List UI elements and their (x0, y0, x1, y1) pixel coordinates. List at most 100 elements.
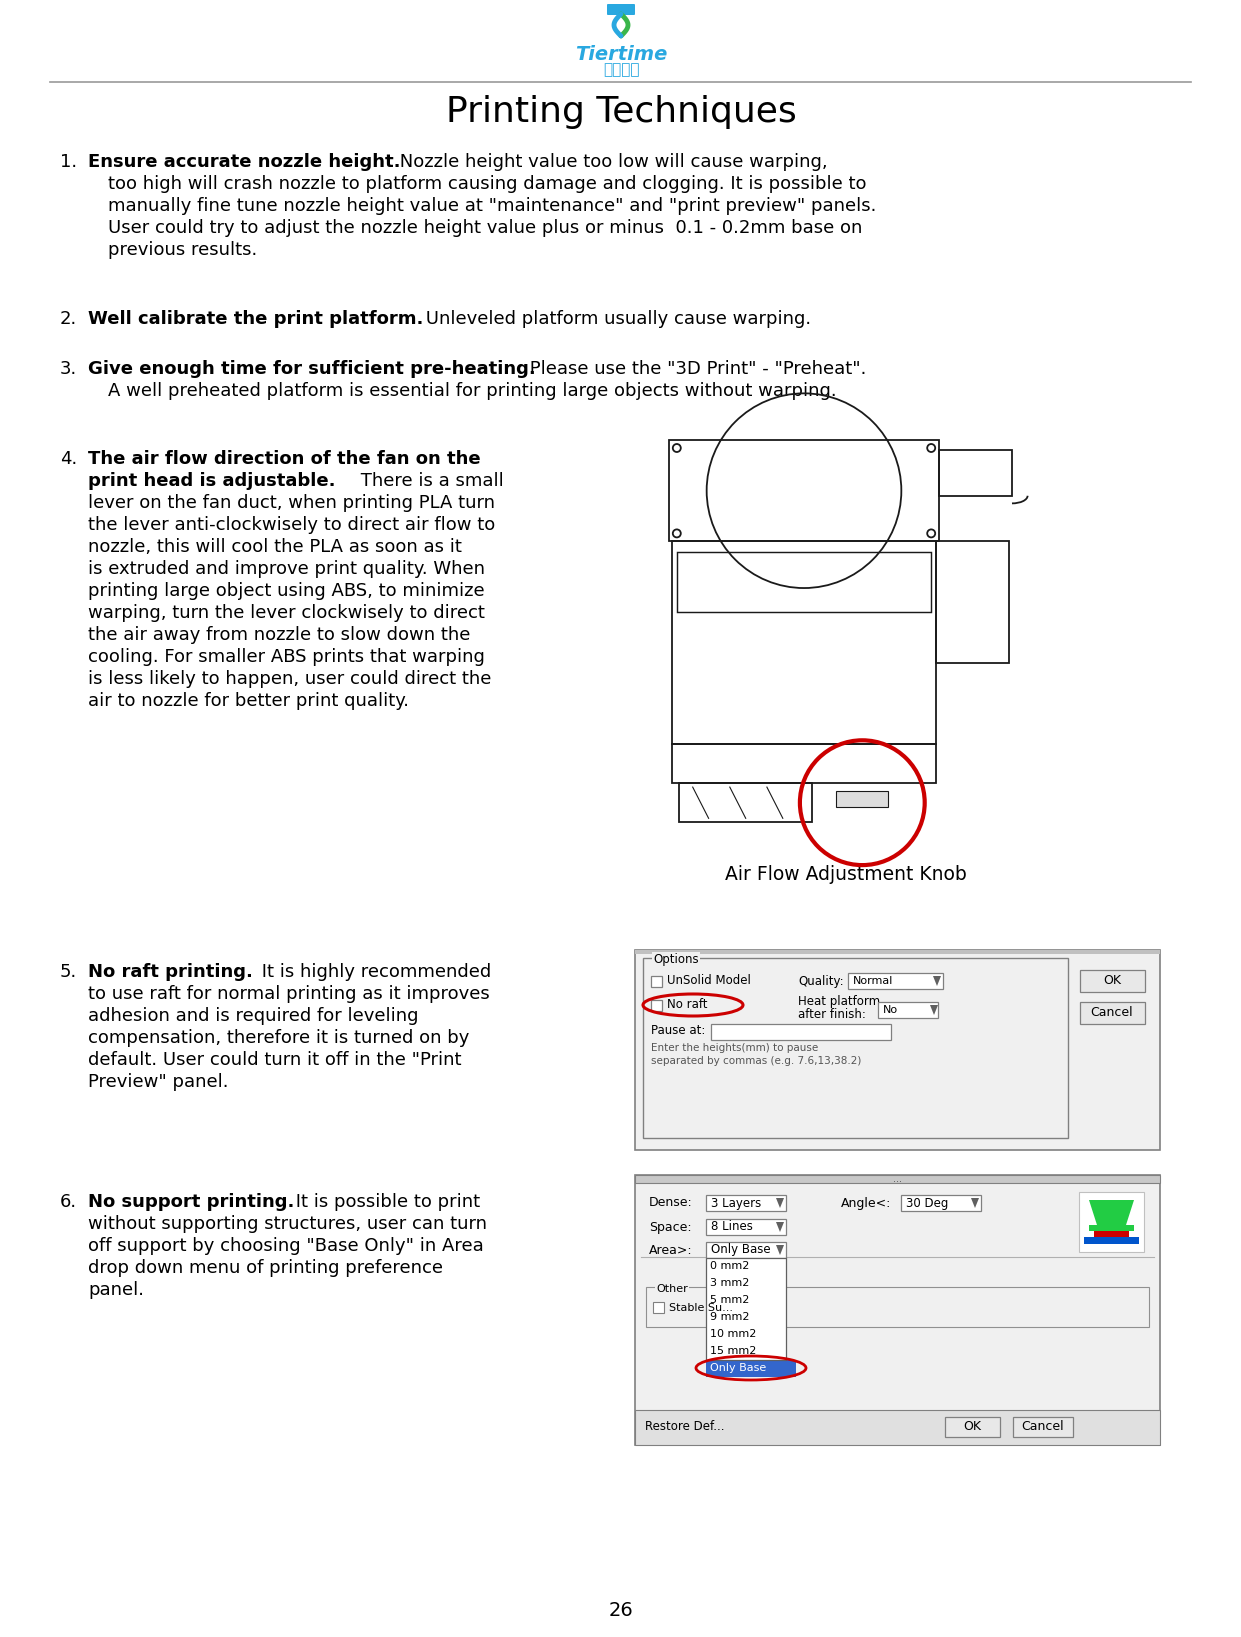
Text: User could try to adjust the nozzle height value plus or minus  0.1 - 0.2mm base: User could try to adjust the nozzle heig… (108, 219, 862, 237)
Text: default. User could turn it off in the "Print: default. User could turn it off in the "… (88, 1051, 462, 1069)
Bar (635, 1409, 1160, 1445)
FancyBboxPatch shape (607, 3, 635, 15)
Bar (901, 1195, 980, 1211)
Text: ...: ... (892, 1174, 901, 1184)
Bar (706, 1195, 786, 1211)
Bar (706, 1220, 786, 1234)
Text: Angle<:: Angle<: (841, 1197, 891, 1210)
Text: to use raft for normal printing as it improves: to use raft for normal printing as it im… (88, 985, 490, 1003)
Text: Tiertime: Tiertime (575, 44, 668, 64)
Text: 1.: 1. (60, 152, 77, 170)
Bar (877, 1002, 938, 1018)
Text: OK: OK (963, 1421, 980, 1434)
Text: 0 mm2: 0 mm2 (710, 1260, 750, 1270)
Bar (706, 1257, 786, 1360)
Bar (706, 1342, 786, 1360)
Circle shape (927, 529, 936, 537)
Text: Cancel: Cancel (1091, 1007, 1133, 1020)
Text: nozzle, this will cool the PLA as soon as it: nozzle, this will cool the PLA as soon a… (88, 539, 462, 557)
Bar (706, 1310, 786, 1326)
Bar (671, 745, 937, 782)
Bar (669, 440, 939, 542)
Bar (937, 542, 1009, 663)
Text: Normal: Normal (853, 976, 894, 985)
Text: 26: 26 (608, 1601, 633, 1619)
Text: the lever anti-clockwisely to direct air flow to: the lever anti-clockwisely to direct air… (88, 516, 495, 534)
Text: 2.: 2. (60, 309, 77, 327)
Bar (680, 782, 812, 822)
Text: 5.: 5. (60, 963, 77, 981)
Text: 9 mm2: 9 mm2 (710, 1311, 750, 1323)
Bar (676, 552, 932, 612)
Text: Well calibrate the print platform.: Well calibrate the print platform. (88, 309, 423, 327)
Text: print head is adjustable.: print head is adjustable. (88, 471, 335, 489)
Text: previous results.: previous results. (108, 241, 257, 259)
Text: 5 mm2: 5 mm2 (710, 1295, 750, 1305)
Text: off support by choosing "Base Only" in Area: off support by choosing "Base Only" in A… (88, 1238, 484, 1256)
Polygon shape (776, 1221, 784, 1233)
Text: 3.: 3. (60, 360, 77, 378)
Text: Other: Other (656, 1283, 688, 1293)
Bar (635, 949, 1160, 954)
Bar (706, 1275, 786, 1292)
Bar (944, 1418, 1000, 1437)
Bar (1080, 971, 1145, 992)
Circle shape (673, 444, 681, 452)
Text: the air away from nozzle to slow down the: the air away from nozzle to slow down th… (88, 625, 470, 643)
Polygon shape (1090, 1200, 1134, 1231)
Text: OK: OK (1103, 974, 1121, 987)
Text: warping, turn the lever clockwisely to direct: warping, turn the lever clockwisely to d… (88, 604, 485, 622)
Bar (711, 1025, 891, 1039)
Text: Pause at:: Pause at: (652, 1025, 705, 1038)
Text: No raft printing.: No raft printing. (88, 963, 253, 981)
Text: Printing Techniques: Printing Techniques (446, 95, 797, 129)
Bar (706, 1360, 795, 1377)
Text: 8 Lines: 8 Lines (711, 1221, 753, 1234)
Text: 4.: 4. (60, 450, 77, 468)
Polygon shape (933, 976, 941, 985)
Text: Restore Def...: Restore Def... (645, 1421, 725, 1434)
Bar (647, 1287, 1149, 1328)
Bar (1083, 1238, 1139, 1244)
Bar (635, 1175, 1160, 1445)
Text: Options: Options (653, 953, 699, 966)
Text: Only Base: Only Base (710, 1364, 766, 1373)
Bar (643, 958, 1069, 1138)
Text: Preview" panel.: Preview" panel. (88, 1072, 228, 1090)
Bar (836, 791, 889, 807)
Text: 10 mm2: 10 mm2 (710, 1329, 756, 1339)
Text: separated by commas (e.g. 7.6,13,38.2): separated by commas (e.g. 7.6,13,38.2) (652, 1056, 861, 1066)
Text: Cancel: Cancel (1021, 1421, 1065, 1434)
Text: Space:: Space: (649, 1221, 691, 1234)
Text: too high will crash nozzle to platform causing damage and clogging. It is possib: too high will crash nozzle to platform c… (108, 175, 866, 193)
Text: Please use the "3D Print" - "Preheat".: Please use the "3D Print" - "Preheat". (524, 360, 866, 378)
Text: Stable Su...: Stable Su... (669, 1303, 733, 1313)
Bar (1080, 1002, 1145, 1025)
Text: is less likely to happen, user could direct the: is less likely to happen, user could dir… (88, 670, 491, 688)
Bar (706, 1242, 786, 1257)
Text: without supporting structures, user can turn: without supporting structures, user can … (88, 1215, 486, 1233)
Polygon shape (970, 1198, 979, 1208)
Circle shape (927, 444, 936, 452)
Text: No raft: No raft (666, 999, 707, 1012)
Circle shape (673, 529, 681, 537)
Polygon shape (776, 1246, 784, 1256)
Bar (652, 976, 661, 987)
Bar (671, 542, 937, 745)
Text: adhesion and is required for leveling: adhesion and is required for leveling (88, 1007, 418, 1025)
Text: 30 Deg: 30 Deg (906, 1197, 948, 1210)
Text: Quality:: Quality: (798, 974, 844, 987)
Text: 3 Layers: 3 Layers (711, 1197, 761, 1210)
Polygon shape (776, 1198, 784, 1208)
Text: Only Base: Only Base (711, 1244, 771, 1257)
Bar (706, 1257, 786, 1275)
Text: Unleveled platform usually cause warping.: Unleveled platform usually cause warping… (419, 309, 812, 327)
Bar (635, 1175, 1160, 1184)
Text: 6.: 6. (60, 1193, 77, 1211)
Bar (1095, 1231, 1129, 1238)
Text: A well preheated platform is essential for printing large objects without warpin: A well preheated platform is essential f… (108, 381, 836, 399)
Text: Air Flow Adjustment Knob: Air Flow Adjustment Knob (725, 864, 967, 884)
Text: compensation, therefore it is turned on by: compensation, therefore it is turned on … (88, 1030, 469, 1048)
Text: is extruded and improve print quality. When: is extruded and improve print quality. W… (88, 560, 485, 578)
Text: lever on the fan duct, when printing PLA turn: lever on the fan duct, when printing PLA… (88, 494, 495, 512)
